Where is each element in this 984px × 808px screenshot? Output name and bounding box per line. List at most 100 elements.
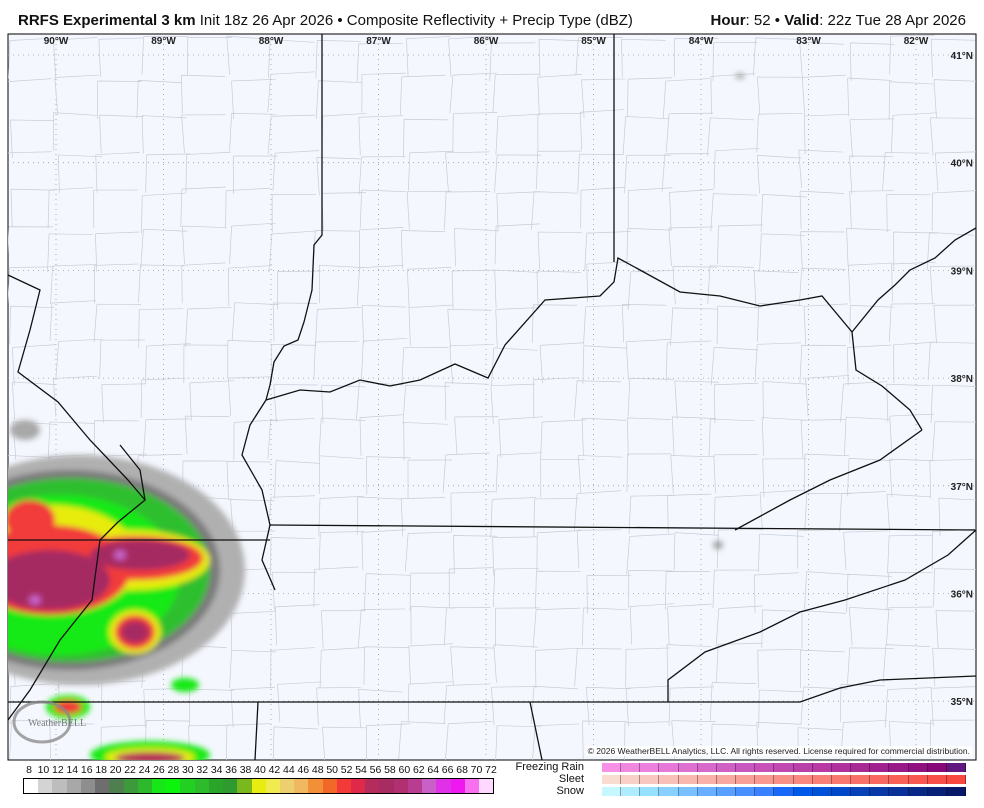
county-line: [229, 649, 276, 689]
county-line: [800, 649, 845, 689]
county-line: [846, 647, 894, 686]
county-line: [533, 377, 578, 418]
county-line: [800, 686, 848, 726]
ptype-swatch: [716, 787, 737, 796]
county-line: [491, 347, 538, 386]
mississippi-alabama-border: [254, 701, 259, 760]
county-line: [55, 338, 103, 380]
mississippi-river: [8, 274, 146, 721]
county-line: [322, 726, 367, 760]
county-line: [366, 723, 411, 760]
county-line: [93, 303, 141, 343]
county-line: [454, 416, 499, 455]
ptype-swatch: [812, 787, 832, 796]
ptype-swatch: [908, 763, 928, 772]
graticule: [8, 34, 976, 760]
ptype-swatch: [621, 787, 641, 796]
ptype-swatch: [678, 763, 698, 772]
county-line: [759, 233, 806, 272]
county-line: [713, 147, 760, 189]
county-line: [318, 417, 366, 456]
county-line: [318, 455, 364, 494]
county-line: [717, 224, 763, 265]
colorbar-swatch: [80, 779, 96, 793]
kentucky-west: [241, 399, 276, 591]
county-line: [141, 36, 188, 75]
county-line: [272, 302, 318, 341]
reflectivity-tick: 70: [470, 764, 483, 776]
county-line: [712, 42, 758, 81]
tennessee-south-border: [8, 675, 976, 703]
ptype-swatch: [678, 787, 698, 796]
county-line: [887, 534, 934, 574]
county-line: [226, 461, 272, 500]
county-line: [586, 261, 631, 303]
reflectivity-tick: 18: [95, 764, 108, 776]
county-line: [537, 113, 582, 153]
reflectivity-tick: 62: [412, 764, 425, 776]
county-line: [762, 458, 807, 497]
county-line: [839, 684, 886, 723]
county-line: [492, 536, 537, 576]
county-line: [532, 723, 580, 760]
ptype-swatch: [927, 775, 947, 784]
county-line: [626, 417, 672, 456]
colorbar-swatch: [279, 779, 295, 793]
county-line: [535, 570, 581, 610]
county-line: [931, 190, 976, 232]
colorbar-swatch: [336, 779, 352, 793]
county-line: [540, 458, 585, 498]
longitude-label: 88°W: [259, 36, 284, 47]
ptype-swatch: [697, 775, 717, 784]
county-line: [930, 384, 976, 424]
county-line: [313, 340, 360, 380]
county-line: [356, 264, 404, 306]
county-line: [443, 607, 491, 646]
longitude-label: 86°W: [474, 36, 499, 47]
county-line: [358, 115, 403, 156]
county-line: [849, 155, 894, 195]
colorbar-swatch: [407, 779, 423, 793]
reflectivity-tick: 24: [138, 764, 151, 776]
ptype-swatch: [697, 787, 717, 796]
county-line: [804, 571, 851, 610]
county-line: [577, 153, 624, 193]
county-line: [805, 375, 850, 417]
county-line: [756, 112, 803, 153]
county-line: [490, 497, 537, 538]
colorbar-swatch: [24, 779, 39, 793]
county-line: [181, 225, 227, 265]
reflectivity-tick: 22: [124, 764, 136, 776]
county-line: [888, 303, 936, 343]
reflectivity-tick: 58: [384, 764, 396, 776]
colorbar-swatch: [308, 779, 323, 793]
ptype-swatch: [870, 787, 890, 796]
ptype-swatch: [659, 775, 679, 784]
ptype-swatch: [736, 763, 756, 772]
county-line: [181, 262, 226, 304]
county-line: [670, 455, 715, 494]
county-line: [225, 187, 271, 229]
county-line: [536, 530, 582, 571]
ptype-swatch: [621, 763, 641, 772]
colorbar-swatch: [208, 779, 224, 793]
county-line: [628, 570, 673, 609]
county-line: [573, 380, 622, 419]
colorbar-swatch: [464, 779, 479, 793]
county-line: [581, 417, 627, 457]
ptype-swatch: [640, 787, 660, 796]
county-line: [929, 265, 975, 305]
ptype-swatch: [736, 787, 756, 796]
county-line: [933, 79, 976, 118]
latitude-label: 41°N: [951, 51, 973, 62]
county-line: [800, 419, 846, 459]
county-line: [665, 571, 711, 610]
county-line: [400, 497, 446, 537]
county-line: [231, 302, 279, 341]
county-line: [366, 456, 411, 495]
colorbar-swatch: [479, 779, 494, 793]
ptype-swatch: [678, 775, 698, 784]
county-line: [180, 186, 226, 228]
